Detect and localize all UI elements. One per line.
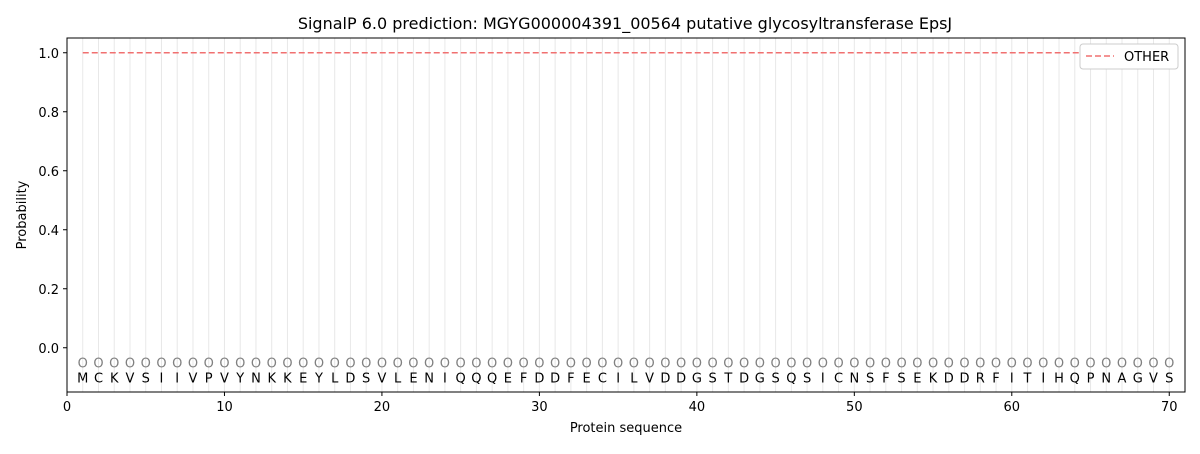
residue-label: T <box>723 371 732 386</box>
y-tick-label: 0.2 <box>38 283 59 298</box>
residue-label: L <box>331 371 339 386</box>
residue-label: C <box>598 371 607 386</box>
x-tick-label: 60 <box>1004 400 1021 415</box>
y-tick-label: 0.6 <box>38 165 59 180</box>
residue-label: D <box>739 371 749 386</box>
legend-label-other: OTHER <box>1124 50 1169 65</box>
y-tick-label: 0.0 <box>38 342 59 357</box>
residue-label: Q <box>786 371 796 386</box>
legend: OTHER <box>1079 43 1179 70</box>
residue-label: F <box>520 371 527 386</box>
residue-label: V <box>126 371 135 386</box>
residue-label: S <box>866 371 874 386</box>
residue-label: E <box>913 371 921 386</box>
residue-label: D <box>550 371 560 386</box>
residue-label: S <box>362 371 370 386</box>
residue-label: P <box>205 371 213 386</box>
legend-box <box>1079 43 1179 70</box>
residue-label: Y <box>235 371 244 386</box>
residue-label: P <box>1087 371 1095 386</box>
y-tick-label: 1.0 <box>38 47 59 62</box>
residue-label: D <box>944 371 954 386</box>
residue-label: S <box>142 371 150 386</box>
residue-label: N <box>424 371 434 386</box>
residue-label: K <box>267 371 276 386</box>
residue-label: K <box>283 371 292 386</box>
grid-lines <box>82 38 1170 392</box>
residue-label: I <box>821 371 825 386</box>
residue-label: H <box>1054 371 1064 386</box>
residue-label: D <box>534 371 544 386</box>
residue-label: I <box>160 371 164 386</box>
residue-label: V <box>377 371 386 386</box>
residue-label: M <box>77 371 88 386</box>
residue-label: L <box>394 371 402 386</box>
residue-label: I <box>175 371 179 386</box>
residue-label: N <box>1101 371 1111 386</box>
x-tick-label: 20 <box>374 400 391 415</box>
x-tick-label: 0 <box>63 400 71 415</box>
residue-label: Q <box>456 371 466 386</box>
residue-label: Q <box>487 371 497 386</box>
y-tick-label: 0.8 <box>38 106 59 121</box>
residue-label: E <box>409 371 417 386</box>
residue-label: V <box>1149 371 1158 386</box>
predicted-labels: OOOOOOOOOOOOOOOOOOOOOOOOOOOOOOOOOOOOOOOO… <box>78 357 1175 372</box>
chart-title: SignalP 6.0 prediction: MGYG000004391_00… <box>298 14 952 34</box>
residue-label: G <box>1133 371 1143 386</box>
residue-label: G <box>755 371 765 386</box>
x-tick-label: 10 <box>216 400 233 415</box>
residue-label: K <box>929 371 938 386</box>
x-axis-label: Protein sequence <box>570 421 682 436</box>
residue-label: D <box>345 371 355 386</box>
residue-label: Y <box>314 371 323 386</box>
x-tick-label: 70 <box>1161 400 1178 415</box>
residue-label: S <box>771 371 779 386</box>
x-tick-label: 40 <box>689 400 706 415</box>
residue-label: C <box>94 371 103 386</box>
residue-label: V <box>645 371 654 386</box>
residue-label: I <box>1041 371 1045 386</box>
residue-label: I <box>616 371 620 386</box>
plot-frame <box>66 37 1186 393</box>
residue-label: A <box>1118 371 1127 386</box>
y-axis-ticks: 0.0 0.2 0.4 0.6 0.8 1.0 <box>38 47 67 357</box>
x-axis-ticks: 0 10 20 30 40 50 60 70 <box>63 392 1178 415</box>
residue-label: D <box>660 371 670 386</box>
residue-label: S <box>708 371 716 386</box>
y-axis-label: Probability <box>15 180 30 249</box>
residue-label: F <box>882 371 889 386</box>
residue-label: L <box>630 371 638 386</box>
residue-label: D <box>960 371 970 386</box>
residue-label: G <box>692 371 702 386</box>
residue-label: K <box>110 371 119 386</box>
residue-label: E <box>583 371 591 386</box>
residue-label: E <box>504 371 512 386</box>
residue-label: F <box>567 371 574 386</box>
residue-label: E <box>299 371 307 386</box>
residue-label: I <box>1010 371 1014 386</box>
residue-label: S <box>897 371 905 386</box>
residue-label: I <box>443 371 447 386</box>
x-tick-label: 50 <box>846 400 863 415</box>
y-tick-label: 0.4 <box>38 224 59 239</box>
residue-label: Q <box>471 371 481 386</box>
residue-label: V <box>189 371 198 386</box>
sequence-layer: OOOOOOOOOOOOOOOOOOOOOOOOOOOOOOOOOOOOOOOO… <box>77 357 1174 387</box>
residue-label: D <box>676 371 686 386</box>
residue-label: S <box>1165 371 1173 386</box>
x-tick-label: 30 <box>531 400 548 415</box>
residue-label: S <box>803 371 811 386</box>
residue-label: V <box>220 371 229 386</box>
residue-label: N <box>251 371 261 386</box>
residue-label: N <box>849 371 859 386</box>
residue-label: F <box>992 371 999 386</box>
residue-label: C <box>834 371 843 386</box>
residue-label: T <box>1023 371 1032 386</box>
residue-label: Q <box>1070 371 1080 386</box>
residue-label: R <box>976 371 985 386</box>
